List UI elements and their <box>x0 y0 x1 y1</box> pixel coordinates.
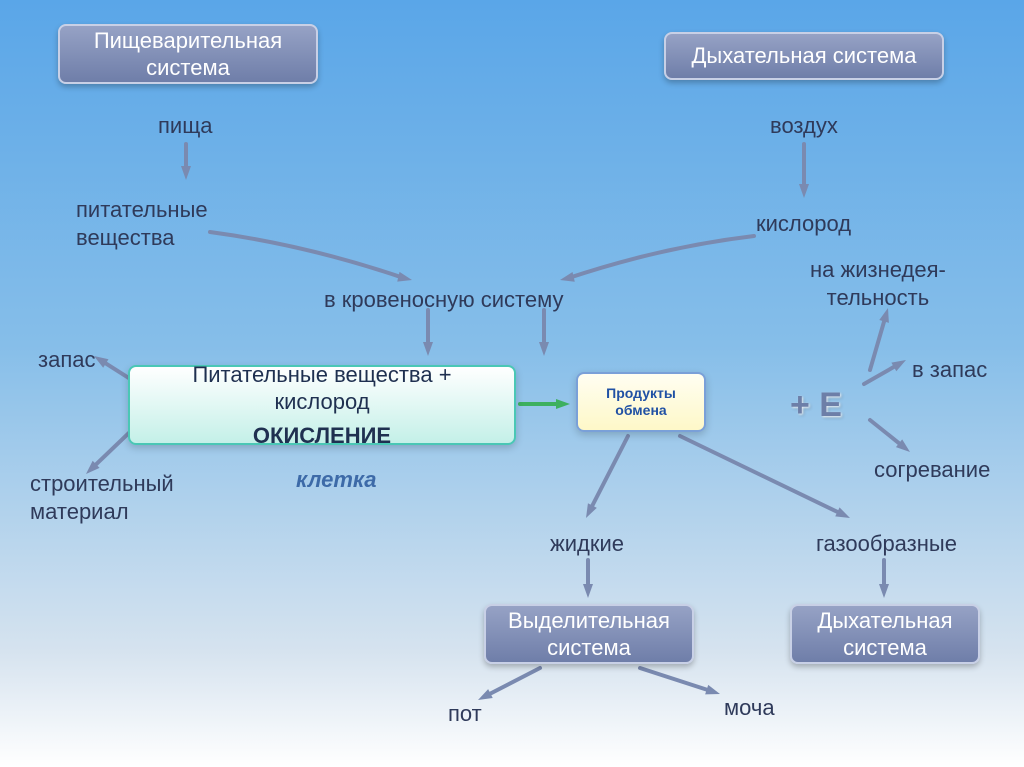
box-respiratory2: Дыхательная система <box>790 604 980 664</box>
oxidation-subtitle: ОКИСЛЕНИЕ <box>253 422 391 450</box>
label-cell: клетка <box>296 466 377 494</box>
box-excretory: Выделительная система <box>484 604 694 664</box>
label-warming: согревание <box>874 456 990 484</box>
label-plus-e: + Е <box>790 384 842 427</box>
box-respiratory: Дыхательная система <box>664 32 944 80</box>
oxidation-title: Питательные вещества + кислород <box>144 361 500 416</box>
label-building: строительный материал <box>30 470 174 525</box>
label-to-blood: в кровеносную систему <box>324 286 563 314</box>
label-reserve-left: запас <box>38 346 95 374</box>
box-text-respiratory: Дыхательная система <box>692 42 917 70</box>
label-air: воздух <box>770 112 838 140</box>
label-oxygen: кислород <box>756 210 851 238</box>
label-nutrients: питательные вещества <box>76 196 208 251</box>
label-liquid: жидкие <box>550 530 624 558</box>
box-oxidation: Питательные вещества + кислородОКИСЛЕНИЕ <box>128 365 516 445</box>
label-food: пища <box>158 112 213 140</box>
label-gaseous: газообразные <box>816 530 957 558</box>
box-products: Продукты обмена <box>576 372 706 432</box>
label-urine: моча <box>724 694 775 722</box>
box-text-excretory: Выделительная система <box>508 607 670 662</box>
label-sweat: пот <box>448 700 482 728</box>
label-life: на жизнедея- тельность <box>810 256 946 311</box>
box-text-products: Продукты обмена <box>606 385 676 420</box>
box-text-digestive: Пищеварительная система <box>94 27 282 82</box>
box-text-respiratory2: Дыхательная система <box>817 607 952 662</box>
box-digestive: Пищеварительная система <box>58 24 318 84</box>
label-to-reserve: в запас <box>912 356 987 384</box>
